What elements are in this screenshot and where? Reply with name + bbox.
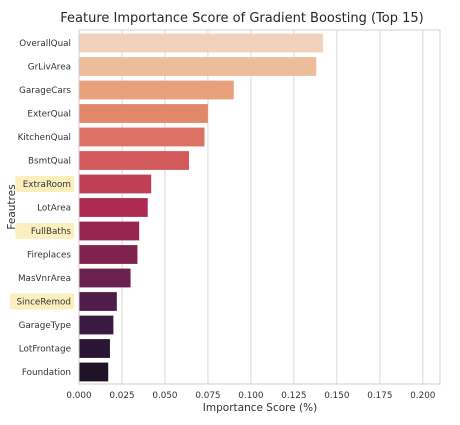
bar-lotfrontage	[79, 339, 110, 358]
y-category-label: OverallQual	[19, 39, 71, 49]
y-category-label: Fireplaces	[27, 251, 71, 261]
bar-garagetype	[79, 315, 114, 335]
y-category-label: KitchenQual	[18, 133, 71, 143]
y-category-label: LotArea	[37, 204, 71, 214]
bar-foundation	[79, 362, 109, 382]
x-tick-label: 0.025	[109, 391, 134, 401]
y-category-label: GarageCars	[19, 86, 71, 96]
bar-sinceremod	[79, 292, 117, 311]
label-highlight	[15, 223, 74, 239]
bar-fireplaces	[79, 245, 138, 264]
y-category-label: BsmtQual	[28, 157, 71, 167]
plot-frame	[78, 29, 441, 385]
x-tick-label: 0.100	[238, 391, 264, 401]
bar-garagecars	[79, 80, 234, 100]
y-category-label: GarageType	[19, 321, 71, 331]
x-tick-label: 0.050	[152, 391, 178, 401]
y-category-label: LotFrontage	[19, 345, 71, 355]
y-category-label: GrLivArea	[28, 63, 71, 73]
y-category-label: MasVnrArea	[18, 274, 71, 284]
x-tick-label: 0.125	[281, 391, 306, 401]
y-category-label: Foundation	[22, 368, 71, 378]
bar-masvnrarea	[79, 268, 131, 288]
bar-grlivarea	[79, 57, 317, 76]
label-highlight	[15, 176, 74, 192]
y-category-label: ExtraRoom	[23, 180, 71, 190]
x-tick-label: 0.175	[367, 391, 392, 401]
x-tick-label: 0.000	[66, 391, 92, 401]
bar-kitchenqual	[79, 127, 205, 147]
bar-exterqual	[79, 104, 208, 123]
y-category-label: ExterQual	[27, 110, 71, 120]
bar-fullbaths	[79, 221, 140, 241]
x-tick-label: 0.075	[195, 391, 220, 401]
chart-title: Feature Importance Score of Gradient Boo…	[60, 11, 424, 26]
y-category-label: SinceRemod	[16, 298, 71, 308]
y-category-label: FullBaths	[31, 227, 71, 237]
x-tick-label: 0.200	[410, 391, 436, 401]
bar-extraroom	[79, 174, 152, 194]
label-highlight	[10, 293, 74, 310]
bar-overallqual	[79, 33, 324, 53]
bar-bsmtqual	[79, 151, 190, 170]
bar-lotarea	[79, 198, 148, 217]
y-axis-label: Feautres	[6, 184, 18, 229]
x-axis-label: Importance Score (%)	[203, 402, 317, 414]
x-tick-label: 0.150	[324, 391, 350, 401]
